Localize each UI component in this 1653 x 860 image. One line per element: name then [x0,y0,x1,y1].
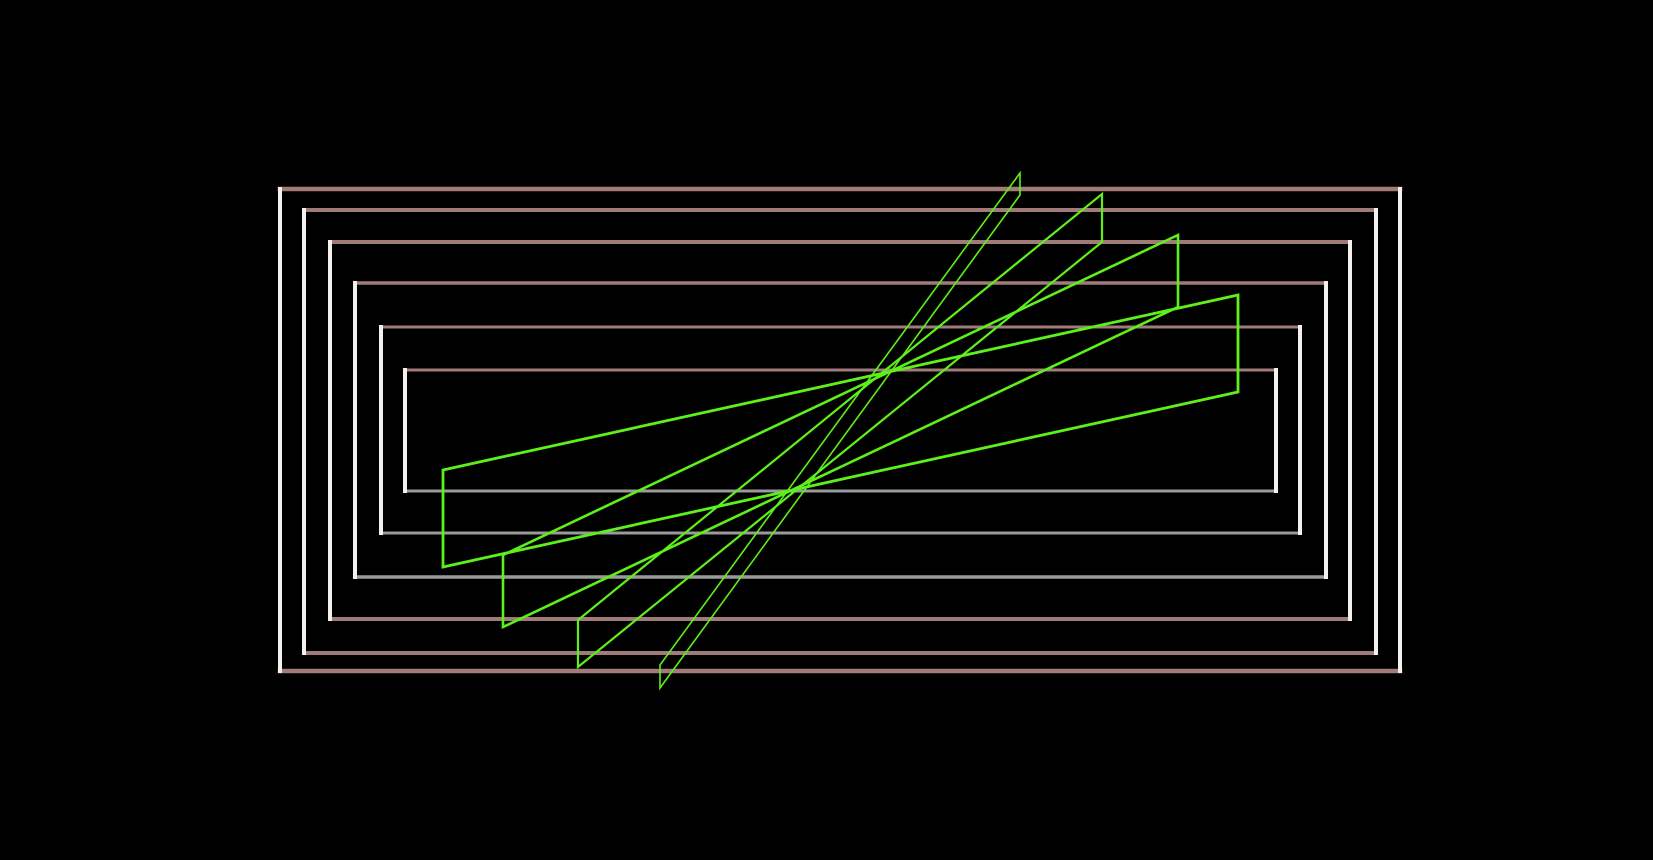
green-plane-2 [576,191,1104,670]
frame-6 [403,368,1278,493]
green-plane-4 [441,293,1240,569]
frame-3 [328,240,1352,621]
nested-rectangular-frames [277,186,1403,674]
frame-2 [302,208,1378,655]
green-plane-3 [501,232,1180,630]
tilted-green-planes [441,170,1240,691]
frame-4 [353,281,1328,579]
frame-1 [277,186,1403,674]
green-plane-1 [659,170,1021,691]
frame-5 [379,325,1302,535]
